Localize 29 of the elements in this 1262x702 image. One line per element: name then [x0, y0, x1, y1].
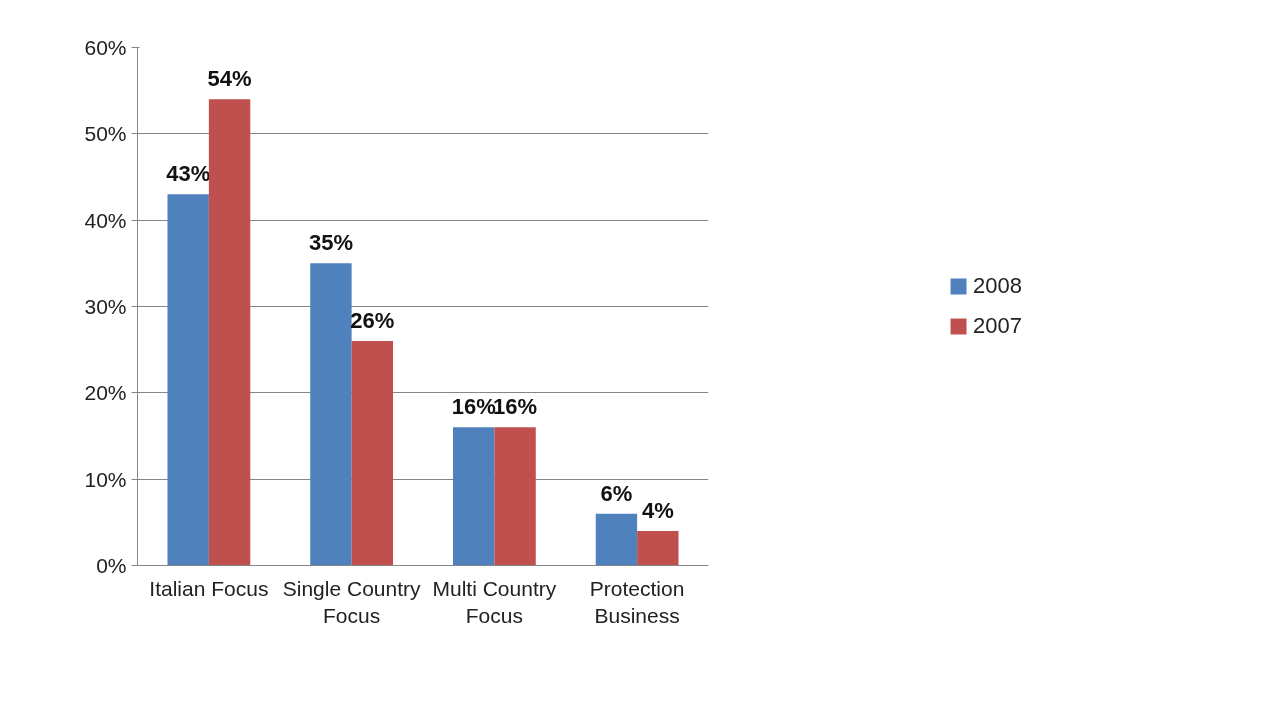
y-tick-label: 60% [84, 36, 127, 59]
text: 54% [207, 66, 252, 92]
text: 6% [600, 480, 633, 506]
y-tick-label: 10% [84, 467, 127, 491]
bar [637, 530, 679, 566]
bar [452, 427, 495, 566]
bar [595, 513, 638, 566]
x-tick-label: Protection Business [589, 576, 685, 628]
bar [167, 194, 209, 566]
y-tick-label: 20% [84, 381, 127, 405]
text: 16% [451, 394, 496, 420]
y-tick-label: 40% [84, 208, 127, 232]
legend-label: 2007 [973, 313, 1022, 339]
x-tick-label: Single Country Focus [282, 576, 421, 628]
bar [310, 263, 352, 566]
y-tick-label: 30% [84, 295, 127, 318]
bar [351, 341, 394, 566]
text: 4% [641, 497, 674, 523]
text: 35% [308, 230, 353, 256]
bar [494, 427, 536, 566]
text: 26% [350, 308, 395, 334]
bar [208, 99, 251, 566]
legend-label: 2008 [973, 273, 1022, 299]
y-tick-label: 0% [96, 554, 127, 577]
text: 43% [166, 161, 211, 187]
text: 16% [493, 394, 538, 420]
y-tick-label: 50% [84, 122, 127, 146]
x-tick-label: Multi Country Focus [432, 576, 557, 628]
x-tick-label: Italian Focus [149, 576, 269, 600]
